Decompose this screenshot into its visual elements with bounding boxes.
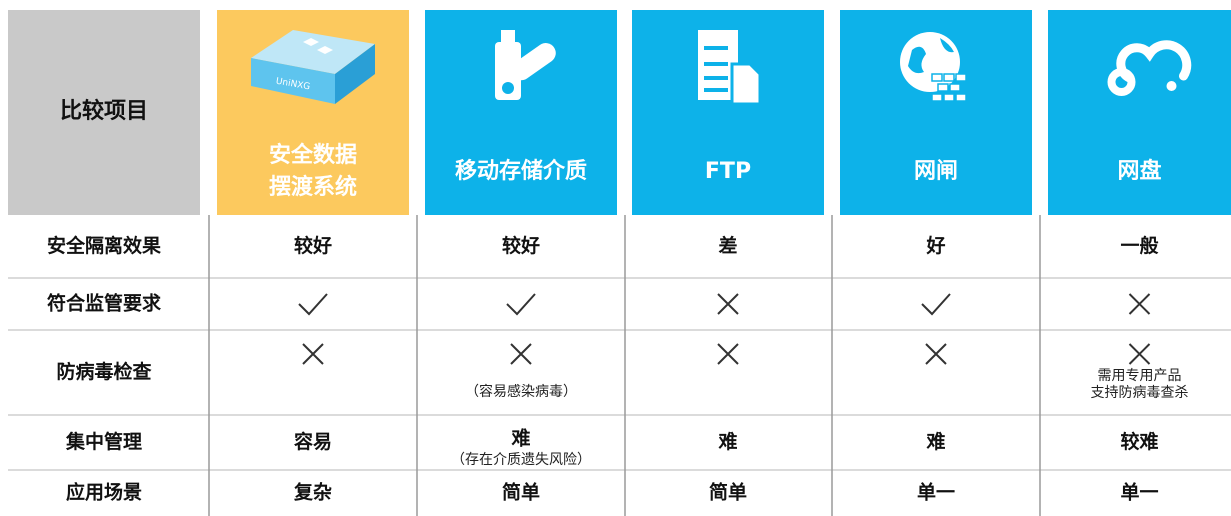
cross-icon [302,343,324,365]
cell-text: 复杂 [293,481,332,504]
device-logo [303,38,333,54]
device-front [251,58,335,104]
usb-cap [501,30,515,42]
cell-note: 支持防病毒查杀 [1091,385,1189,401]
usb-body [495,42,521,100]
cell-text: 容易 [294,430,332,453]
cell-text: 难 [717,430,737,453]
server-slot [704,76,728,80]
cross-icon [717,293,739,315]
server-slot [704,46,728,50]
wall-brick [955,73,967,82]
row-label: 安全隔离效果 [47,234,161,257]
check-icon [298,293,328,316]
usb-arm [511,43,556,81]
cell-text: 难 [510,427,530,450]
cell-text: 差 [718,234,737,257]
cell-text: 较好 [294,234,332,257]
column-icon [495,30,556,100]
cell-text: 较难 [1120,430,1158,453]
cell-text: 简单 [709,481,747,504]
wall-brick [949,83,961,92]
wall-brick [931,93,943,102]
cell-text: 难 [925,430,945,453]
wall-brick [955,93,967,102]
cell-text: 一般 [1120,234,1158,257]
column-icon [900,32,967,102]
column-icon: UniNXG [251,30,375,104]
column-header [425,10,617,215]
check-icon [921,293,951,316]
cloud-logo [1116,40,1192,83]
cloud-ring [1107,68,1136,96]
check-icon [506,293,536,316]
wall-brick [937,83,949,92]
column-title: 摆渡系统 [269,174,357,200]
column-title: 安全数据 [269,142,357,168]
column-title: 网闸 [914,159,958,184]
cell-note: （存在介质遗失风险） [451,452,591,468]
row-label: 应用场景 [66,481,142,504]
device-top [251,30,375,74]
cell-note: （容易感染病毒） [465,383,577,400]
cross-icon [925,343,947,365]
column-icon [698,30,762,106]
corner-cell [8,10,200,215]
cell-note: 需用专用产品 [1098,368,1182,384]
cloud-dot [1166,81,1177,91]
server-slot [704,62,728,66]
column-title: 移动存储介质 [455,158,587,184]
wall-brick [943,93,955,102]
wall-brick [931,73,943,82]
corner-label: 比较项目 [60,98,148,124]
wall-brick [943,73,955,82]
server-slot [704,88,728,92]
column-header [1048,10,1231,215]
cross-icon [1128,343,1151,365]
cell-text: 单一 [1120,481,1158,504]
cell-text: 好 [925,234,945,257]
row-label: 符合监管要求 [47,292,162,315]
row-label: 集中管理 [65,430,142,453]
column-title: FTP [705,159,751,184]
column-title: 网盘 [1117,158,1161,184]
cross-icon [717,343,739,365]
cell-text: 较好 [502,234,540,257]
cell-text: 单一 [917,481,955,504]
device-side [335,44,375,104]
cross-icon [1128,293,1151,315]
row-label: 防病毒检查 [56,360,152,383]
doc [730,62,762,106]
cell-text: 简单 [502,481,540,504]
globe-land [908,38,954,74]
usb-hole [502,82,514,94]
column-icon [1107,40,1192,96]
cross-icon [510,343,532,365]
